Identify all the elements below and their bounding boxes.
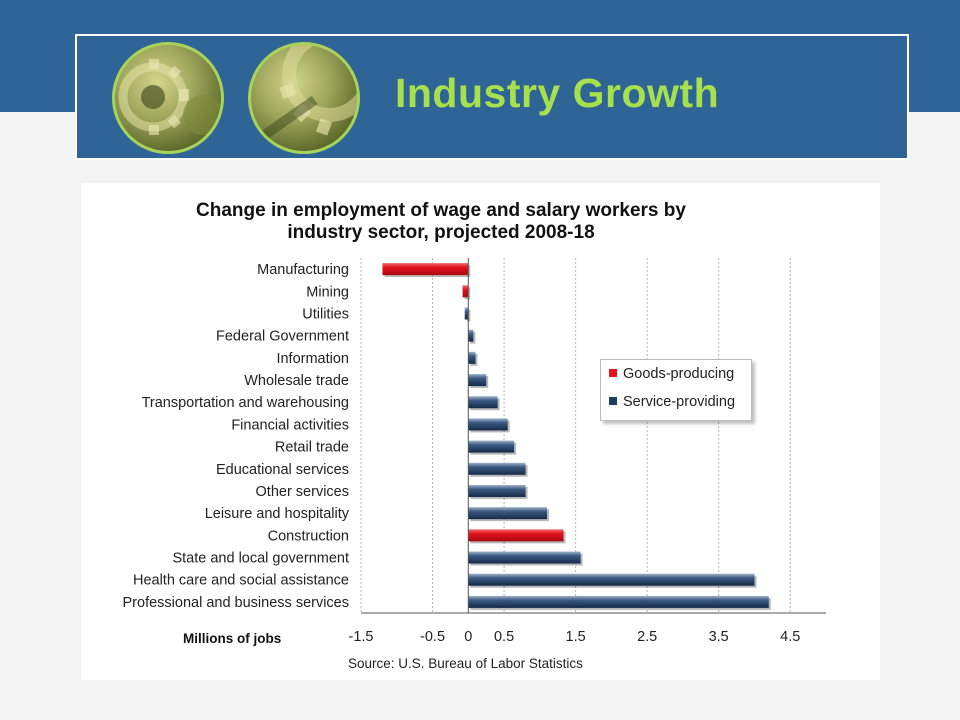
category-label: Educational services — [216, 462, 349, 478]
x-axis-title: Millions of jobs — [183, 631, 282, 646]
bar — [462, 285, 469, 298]
chart-title: Change in employment of wage and salary … — [196, 200, 686, 243]
x-tick-label: 1.5 — [566, 629, 586, 645]
bar — [468, 551, 581, 564]
bar — [468, 329, 474, 342]
gear-icon — [118, 59, 221, 135]
source-note: Source: U.S. Bureau of Labor Statistics — [348, 656, 583, 671]
x-tick-label: 0.5 — [494, 629, 514, 645]
legend-item-service: Service-providing — [609, 394, 735, 410]
x-tick-label: -1.5 — [349, 629, 374, 645]
bar — [468, 396, 498, 409]
category-label: Financial activities — [231, 417, 349, 433]
legend-label-goods: Goods-producing — [623, 366, 735, 382]
bar-chart: -1.5 -0.5 0 0.5 1.5 2.5 3.5 4.5 Manufacturing Min… — [123, 258, 826, 645]
gear-image-right — [248, 42, 360, 154]
category-label: Other services — [256, 484, 349, 500]
category-label: Federal Government — [216, 329, 349, 345]
bar — [464, 307, 469, 320]
bar — [468, 462, 526, 475]
legend-item-goods: Goods-producing — [609, 366, 734, 382]
bar — [468, 351, 476, 364]
category-label: Leisure and hospitality — [205, 506, 350, 522]
bar — [468, 418, 508, 431]
chart-legend: Goods-producing Service-providing — [600, 359, 752, 421]
bar — [468, 374, 487, 387]
bar — [468, 529, 564, 542]
x-tick-label: 2.5 — [637, 629, 657, 645]
cog-icon — [254, 45, 357, 145]
slide-title: Industry Growth — [395, 70, 720, 116]
legend-swatch-goods — [609, 369, 617, 377]
category-label: Health care and social assistance — [133, 573, 349, 589]
category-label: Construction — [268, 528, 349, 544]
category-label: Transportation and warehousing — [142, 395, 349, 411]
bar — [468, 595, 769, 608]
legend-swatch-service — [609, 397, 617, 405]
category-label: State and local government — [172, 551, 349, 567]
bar — [468, 507, 547, 520]
category-label: Professional and business services — [123, 595, 349, 611]
gear-image-left — [112, 42, 224, 154]
bar — [468, 484, 526, 497]
category-label: Wholesale trade — [244, 373, 349, 389]
bar — [468, 573, 755, 586]
category-label: Retail trade — [275, 440, 349, 456]
x-tick-label: -0.5 — [420, 629, 445, 645]
legend-label-service: Service-providing — [623, 394, 736, 410]
x-tick-label: 3.5 — [709, 629, 729, 645]
chart-panel: -1.5 -0.5 0 0.5 1.5 2.5 3.5 4.5 Manufacturing Min… — [81, 183, 880, 680]
category-label: Information — [276, 351, 349, 367]
x-tick-label: 4.5 — [780, 629, 800, 645]
bar — [468, 440, 515, 453]
category-label: Utilities — [302, 306, 349, 322]
category-label: Manufacturing — [257, 262, 349, 278]
bar — [382, 263, 469, 276]
category-label: Mining — [306, 284, 349, 300]
x-tick-label: 0 — [464, 629, 472, 645]
